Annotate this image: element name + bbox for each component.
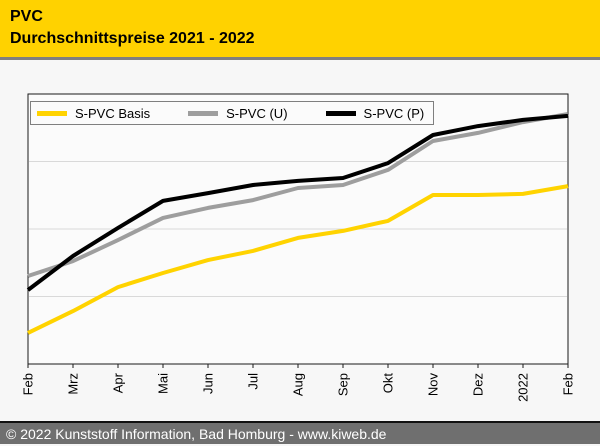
- x-axis-label: Nov: [426, 373, 441, 397]
- legend-item-s-pvc-u: S-PVC (U): [188, 105, 288, 121]
- legend-item-s-pvc-basis: S-PVC Basis: [37, 106, 150, 121]
- legend-swatch-icon: [325, 110, 356, 116]
- x-axis-label: Jun: [201, 373, 216, 394]
- legend-swatch-icon: [188, 110, 219, 116]
- x-axis-label: Sep: [336, 373, 351, 396]
- x-axis-label: Jul: [246, 373, 261, 390]
- copyright-text: © 2022 Kunststoff Information, Bad Hombu…: [6, 426, 387, 442]
- x-axis-label: Mai: [156, 373, 171, 394]
- x-axis-label: Aug: [291, 373, 306, 396]
- series-line-s-pvc-basis: [27, 184, 569, 335]
- x-axis-label: Dez: [471, 373, 486, 396]
- x-axis-label: Mrz: [66, 373, 81, 395]
- legend-label: S-PVC Basis: [75, 105, 151, 121]
- chart-legend: S-PVC Basis S-PVC (U) S-PVC (P): [30, 101, 434, 125]
- report-footer: © 2022 Kunststoff Information, Bad Hombu…: [0, 421, 600, 444]
- x-axis-label: Feb: [561, 373, 576, 395]
- series-line-s-pvc-u: [27, 112, 569, 278]
- report-subtitle: Durchschnittspreise 2021 - 2022: [10, 30, 255, 47]
- plot-canvas: Feb Mrz Apr Mai Jun Jul Aug Sep Okt Nov Dez 2022 Feb: [21, 93, 576, 402]
- x-axis-label: Okt: [381, 373, 396, 394]
- price-chart: Feb Mrz Apr Mai Jun Jul Aug Sep Okt Nov Dez 2022 Feb…: [0, 60, 600, 420]
- legend-item-s-pvc-p: S-PVC (P): [325, 105, 425, 121]
- legend-label: S-PVC (U): [226, 105, 288, 121]
- x-axis-label: 2022: [516, 373, 531, 402]
- x-axis-label: Apr: [111, 372, 126, 393]
- legend-label: S-PVC (P): [363, 105, 425, 121]
- series-line-s-pvc-p: [26, 113, 569, 292]
- legend-swatch-icon: [37, 110, 67, 116]
- report-title: PVC: [10, 8, 43, 25]
- report-header: PVC Durchschnittspreise 2021 - 2022: [0, 0, 600, 60]
- x-axis-label: Feb: [21, 373, 36, 395]
